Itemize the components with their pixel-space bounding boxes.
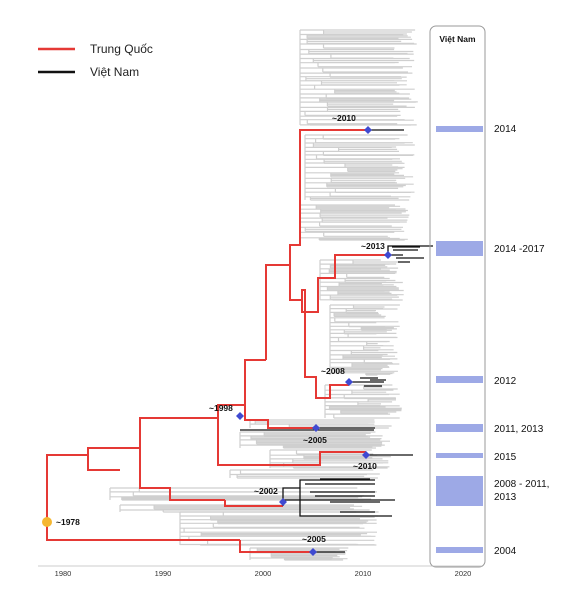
china-branch	[139, 417, 218, 448]
event-label: ~2005	[303, 435, 327, 445]
time-axis: 1980 1990 2000 2010 2020	[38, 565, 482, 578]
vietnam-panel-title: Việt Nam	[439, 34, 476, 44]
background-clade	[269, 449, 391, 469]
background-clade	[299, 29, 418, 126]
china-lineage-tree	[46, 129, 388, 553]
china-branch	[46, 522, 240, 541]
period-label: 2013	[494, 492, 517, 503]
axis-tick-label: 1980	[55, 569, 72, 578]
period-bar	[436, 241, 483, 256]
china-branch	[46, 454, 88, 522]
background-clade	[179, 511, 379, 546]
period-label: 2014 -2017	[494, 244, 545, 255]
period-labels: 2014 2014 -2017 2012 2011, 2013 2015 200…	[494, 124, 549, 557]
vietnam-clade	[349, 377, 386, 387]
china-branch	[289, 265, 302, 301]
introduction-node	[236, 412, 244, 420]
period-bar	[436, 476, 483, 506]
period-label: 2008 - 2011,	[494, 479, 549, 490]
background-clade	[299, 204, 410, 241]
china-branch	[87, 447, 140, 455]
background-clade	[329, 304, 400, 376]
background-clade	[109, 487, 377, 501]
vietnam-lineage-tree	[240, 129, 433, 553]
event-label: ~2002	[254, 486, 278, 496]
introduction-node	[279, 498, 287, 506]
background-clade	[239, 431, 390, 449]
axis-tick-label: 2010	[355, 569, 372, 578]
introduction-node	[309, 548, 317, 556]
introduction-node	[362, 451, 370, 459]
axis-tick-label: 2000	[255, 569, 272, 578]
axis-tick-label: 2020	[455, 569, 472, 578]
china-branch	[244, 405, 316, 429]
legend: Trung Quốc Việt Nam	[38, 42, 153, 79]
axis-tick-label: 1990	[155, 569, 172, 578]
background-clade	[324, 384, 402, 419]
event-labels: ~2010 ~2013 ~2008 ~1998 ~2005 ~2010 ~200…	[209, 113, 385, 544]
event-label: ~2013	[361, 241, 385, 251]
period-label: 2015	[494, 452, 517, 463]
background-clade	[319, 259, 404, 301]
china-branch	[224, 500, 283, 507]
event-label: ~1998	[209, 403, 233, 413]
period-label: 2011, 2013	[494, 424, 544, 435]
period-bar	[436, 376, 483, 383]
china-branch	[301, 254, 388, 313]
event-label: ~2005	[302, 534, 326, 544]
event-label: ~2010	[353, 461, 377, 471]
introduction-node	[384, 251, 392, 259]
period-bar	[436, 547, 483, 553]
period-bar	[436, 453, 483, 458]
period-label: 2012	[494, 376, 517, 387]
background-clade	[249, 419, 392, 429]
vietnam-panel: Việt Nam	[429, 25, 486, 568]
root-date-label: ~1978	[56, 517, 80, 527]
period-bar	[436, 424, 483, 432]
introduction-node	[312, 424, 320, 432]
china-branch	[301, 289, 349, 399]
vietnam-clade	[387, 245, 433, 263]
china-branch	[139, 448, 225, 501]
china-branch	[244, 359, 266, 405]
event-label: ~2010	[332, 113, 356, 123]
introduction-node	[345, 378, 353, 386]
period-label: 2014	[494, 124, 517, 135]
china-branch	[289, 129, 368, 265]
china-branch	[265, 264, 290, 360]
china-branch	[87, 455, 120, 471]
period-label: 2004	[494, 546, 517, 557]
china-branch	[239, 540, 313, 553]
event-label: ~2008	[321, 366, 345, 376]
vietnam-panel-frame	[429, 25, 486, 568]
background-clade	[249, 547, 349, 561]
legend-vietnam-label: Việt Nam	[90, 65, 139, 79]
introduction-node	[364, 126, 372, 134]
background-clade	[304, 134, 415, 201]
vietnam-clade	[240, 427, 375, 431]
china-branch	[217, 404, 245, 418]
china-branch	[217, 418, 366, 466]
background-clade	[229, 469, 380, 479]
introduction-nodes	[236, 126, 392, 556]
background-tree	[109, 29, 418, 561]
legend-china-label: Trung Quốc	[90, 42, 153, 56]
period-bar	[436, 126, 483, 132]
root-node	[42, 517, 52, 527]
